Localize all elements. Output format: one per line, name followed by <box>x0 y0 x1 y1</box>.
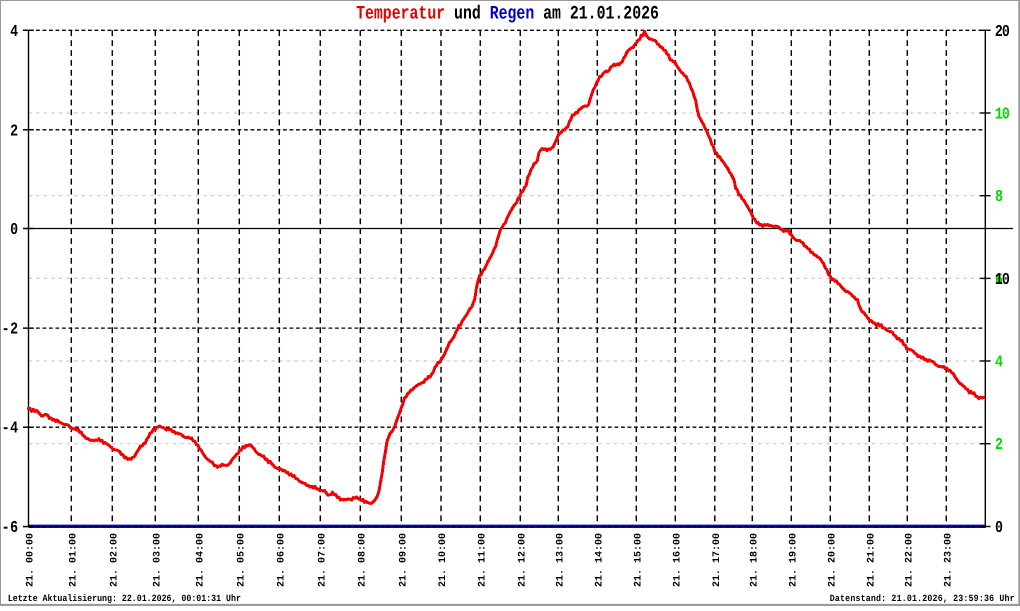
svg-text:-: - <box>2 320 10 339</box>
svg-text:4: 4 <box>10 22 18 41</box>
svg-text:1: 1 <box>995 270 1003 289</box>
svg-text:21. 15:00: 21. 15:00 <box>633 533 644 587</box>
svg-text:21. 06:00: 21. 06:00 <box>276 533 287 587</box>
svg-text:2: 2 <box>10 320 18 339</box>
svg-text:2: 2 <box>995 22 1003 41</box>
svg-text:21. 04:00: 21. 04:00 <box>195 533 206 587</box>
svg-text:Letzte Aktualisierung: 22.01.2: Letzte Aktualisierung: 22.01.2026, 00:01… <box>8 594 241 604</box>
svg-text:Datenstand: 21.01.2026, 23:59:: Datenstand: 21.01.2026, 23:59:36 Uhr <box>830 594 1015 604</box>
svg-text:-: - <box>2 419 10 438</box>
svg-text:21. 05:00: 21. 05:00 <box>236 533 247 587</box>
svg-text:-: - <box>2 518 10 537</box>
svg-text:4: 4 <box>995 353 1003 372</box>
svg-text:0: 0 <box>1002 270 1010 289</box>
svg-text:Temperatur und Regen am 21.01.: Temperatur und Regen am 21.01.2026 <box>356 4 659 24</box>
svg-text:0: 0 <box>995 518 1003 537</box>
svg-text:21. 20:00: 21. 20:00 <box>827 533 838 587</box>
svg-text:21. 22:00: 21. 22:00 <box>904 533 915 587</box>
svg-text:21. 17:00: 21. 17:00 <box>712 533 723 587</box>
svg-text:2: 2 <box>10 122 18 141</box>
svg-text:21. 07:00: 21. 07:00 <box>317 533 328 587</box>
svg-text:21. 09:00: 21. 09:00 <box>398 533 409 587</box>
svg-text:21. 21:00: 21. 21:00 <box>866 533 877 587</box>
svg-text:21. 23:00: 21. 23:00 <box>943 533 954 587</box>
svg-text:0: 0 <box>10 220 18 239</box>
svg-text:0: 0 <box>1002 22 1010 41</box>
svg-text:21. 13:00: 21. 13:00 <box>555 533 566 587</box>
svg-text:6: 6 <box>995 270 1003 289</box>
svg-text:6: 6 <box>10 518 18 537</box>
svg-text:2: 2 <box>995 435 1003 454</box>
svg-text:21. 00:00: 21. 00:00 <box>26 533 37 587</box>
svg-text:21. 19:00: 21. 19:00 <box>788 533 799 587</box>
svg-text:21. 18:00: 21. 18:00 <box>749 533 760 587</box>
svg-text:21. 08:00: 21. 08:00 <box>357 533 368 587</box>
svg-text:0: 0 <box>1002 105 1010 124</box>
svg-text:21. 14:00: 21. 14:00 <box>594 533 605 587</box>
svg-text:21. 02:00: 21. 02:00 <box>109 533 120 587</box>
svg-text:21. 12:00: 21. 12:00 <box>517 533 528 587</box>
svg-text:21. 16:00: 21. 16:00 <box>672 533 683 587</box>
svg-text:21. 10:00: 21. 10:00 <box>438 533 449 587</box>
svg-text:1: 1 <box>995 105 1003 124</box>
svg-text:4: 4 <box>10 419 18 438</box>
svg-text:21. 03:00: 21. 03:00 <box>152 533 163 587</box>
svg-text:8: 8 <box>995 187 1003 206</box>
svg-text:21. 01:00: 21. 01:00 <box>68 533 79 587</box>
svg-text:21. 11:00: 21. 11:00 <box>477 533 488 587</box>
